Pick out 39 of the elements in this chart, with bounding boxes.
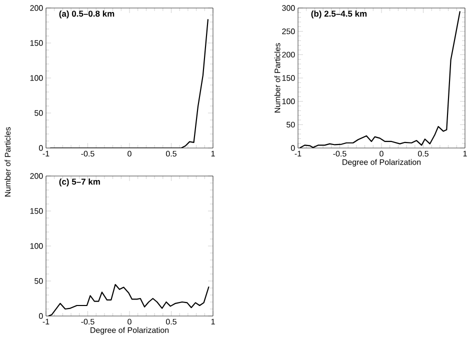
y-tick-label: 200	[30, 5, 43, 11]
y-tick-label: 200	[30, 173, 43, 179]
x-tick-label: 1	[211, 318, 215, 324]
chart-title: (c) 5–7 km	[59, 178, 100, 186]
y-tick-label: 0	[291, 145, 295, 151]
y-tick-label: 150	[30, 40, 43, 46]
y-tick-label: 50	[34, 278, 43, 284]
y-tick-label: 0	[39, 313, 43, 319]
chart-title: (a) 0.5–0.8 km	[59, 10, 114, 18]
x-tick-label: 0	[380, 150, 384, 157]
y-tick-label: 100	[282, 98, 295, 104]
x-axis-title: Degree of Polarization	[90, 327, 169, 335]
x-tick-label: 0.5	[418, 150, 428, 157]
x-tick-label: -0.5	[81, 150, 94, 157]
y-tick-label: 150	[30, 208, 43, 214]
x-tick-label: -1	[42, 150, 50, 156]
y-tick-label: 200	[282, 52, 295, 58]
x-axis-title: Degree of Polarization	[342, 159, 421, 167]
y-tick-label: 300	[282, 5, 295, 11]
y-tick-label: 100	[30, 75, 43, 81]
y-tick-label: 50	[34, 110, 43, 116]
y-tick-label: 100	[30, 243, 43, 249]
x-tick-label: -1	[294, 150, 302, 156]
chart-title: (b) 2.5–4.5 km	[311, 10, 367, 18]
x-tick-label: -0.5	[81, 318, 94, 325]
x-tick-label: -0.5	[333, 150, 346, 157]
x-tick-label: -1	[42, 318, 50, 324]
y-tick-label: 0	[39, 145, 43, 151]
y-tick-label: 250	[282, 28, 295, 34]
x-tick-label: 0.5	[166, 150, 176, 157]
y-tick-label: 50	[286, 122, 295, 128]
x-tick-label: 0	[128, 318, 132, 325]
x-tick-label: 0	[128, 150, 132, 157]
x-tick-label: 1	[463, 150, 467, 156]
y-axis-title: Number of Particles	[274, 43, 280, 112]
y-axis-title: Number of Particles	[4, 127, 11, 196]
y-tick-label: 150	[282, 75, 295, 81]
x-tick-label: 1	[211, 150, 215, 156]
x-tick-label: 0.5	[166, 318, 176, 325]
